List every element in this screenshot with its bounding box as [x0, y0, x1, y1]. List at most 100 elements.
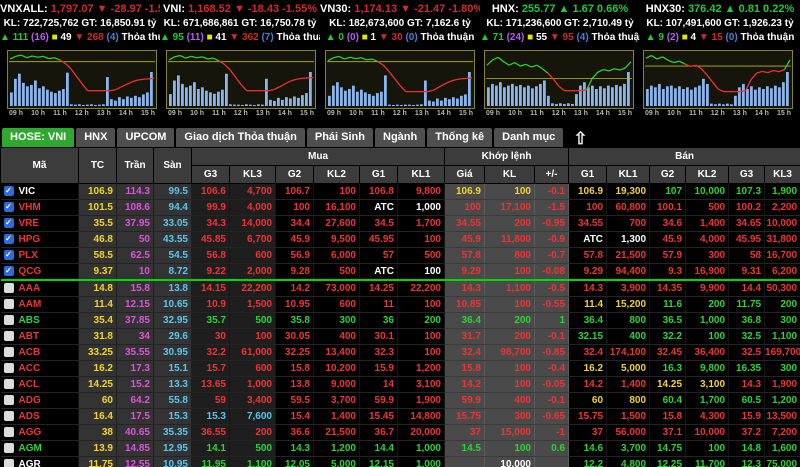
row-checkbox[interactable] — [3, 363, 14, 374]
table-row-ads[interactable]: ADS 16.4 17.5 15.3 15.3 7,600 15.4 1,400 15.45 14… — [0, 408, 800, 425]
match-change: -0.1 — [534, 392, 570, 409]
decliners-count: ▼ 30 — [378, 32, 406, 43]
row-checkbox[interactable]: ✓ — [3, 202, 14, 213]
row-checkbox[interactable] — [3, 395, 14, 406]
buy-vol-3: 100 — [229, 328, 276, 345]
col-header-match-vol: KL — [484, 165, 535, 184]
ticker-label: AGG — [18, 426, 42, 438]
sell-vol-1: 1,400 — [606, 376, 651, 393]
table-row-acl[interactable]: ACL 14.25 15.2 13.3 13.65 1,000 13.8 9,000 14 3,1… — [0, 376, 800, 393]
row-checkbox[interactable] — [3, 347, 14, 358]
table-row-hpg[interactable]: ✓ HPG 46.8 50 43.55 45.85 6,700 45.9 9,500 45.95 1… — [0, 231, 800, 248]
table-row-vhm[interactable]: ✓ VHM 101.5 108.6 94.4 99.9 4,000 100 16,100 ATC 1… — [0, 199, 800, 216]
index-breadth-line: ▲ 111 (16) ■ 49 ▼ 268 (4) Thỏa thuận — [0, 31, 160, 45]
row-checkbox[interactable] — [3, 459, 14, 467]
sell-vol-1: 400 — [606, 328, 651, 345]
row-checkbox[interactable]: ✓ — [3, 234, 14, 245]
buy-vol-1: 1,700 — [397, 215, 445, 232]
tab-upcom[interactable]: UPCOM — [117, 128, 175, 147]
row-checkbox[interactable] — [3, 331, 14, 342]
row-checkbox[interactable] — [3, 443, 14, 454]
buy-vol-3: 500 — [229, 312, 276, 329]
tab-danh-m-c[interactable]: Danh mục — [494, 128, 564, 147]
tab-hnx[interactable]: HNX — [76, 128, 116, 147]
buy-vol-2: 16,100 — [313, 199, 360, 216]
table-row-aaa[interactable]: AAA 14.8 15.8 13.8 14.15 22,200 14.2 73,000 14.2… — [0, 279, 800, 297]
sell-vol-3: 31,800 — [764, 231, 800, 248]
buy-vol-1: 1,000 — [397, 440, 445, 457]
match-change: -0.1 — [534, 183, 570, 200]
tab-hose-vni[interactable]: HOSE: VNI — [2, 128, 75, 147]
tab-giao-d-ch-th-a-thu-n[interactable]: Giao dịch Thỏa thuận — [176, 128, 305, 147]
sell-price-1: 9.29 — [568, 263, 608, 281]
ceiling-price-cell: 64.2 — [116, 392, 154, 409]
index-name: VNXALL: — [0, 3, 51, 15]
row-checkbox[interactable] — [3, 299, 14, 310]
tab-ng-nh[interactable]: Ngành — [375, 128, 426, 147]
tab-th-ng-k[interactable]: Thống kê — [427, 128, 493, 147]
sell-vol-2: 36,400 — [685, 344, 730, 361]
table-row-vic[interactable]: ✓ VIC 106.9 114.3 99.5 106.6 4,700 106.7 100 106.… — [0, 183, 800, 200]
buy-price-2: 30.05 — [275, 328, 314, 345]
match-price: 9.29 — [444, 263, 485, 281]
table-row-vre[interactable]: ✓ VRE 35.5 37.95 33.05 34.3 14,000 34.4 27,600 34… — [0, 215, 800, 232]
row-checkbox[interactable] — [3, 315, 14, 326]
sell-price-3: 100.2 — [728, 199, 766, 216]
floor-price-cell: 54.5 — [153, 247, 192, 264]
sell-price-3: 58 — [728, 247, 766, 264]
col-header-sell-kl1: KL1 — [606, 165, 651, 184]
reference-price-cell: 31.8 — [78, 328, 117, 345]
match-vol: 200 — [484, 328, 535, 345]
index-volume-line: KL: 182,673,600 GT: 7,162.6 tỷ — [329, 18, 471, 29]
table-row-plx[interactable]: ✓ PLX 58.5 62.5 54.5 56.8 600 56.9 6,000 57 500 57.… — [0, 247, 800, 264]
sell-vol-2: 200 — [685, 296, 730, 313]
row-checkbox[interactable] — [3, 283, 14, 294]
ticker-label: VRE — [18, 217, 40, 229]
row-checkbox[interactable] — [3, 379, 14, 390]
sell-vol-2: 3,100 — [685, 376, 730, 393]
index-change: -21.47 -1.80% — [414, 3, 480, 15]
table-row-acc[interactable]: ACC 16.2 17.3 15.1 15.7 600 15.8 10,200 15.9 1,20… — [0, 360, 800, 377]
tab-ph-i-sinh[interactable]: Phái Sinh — [306, 128, 373, 147]
table-row-aam[interactable]: AAM 11.4 12.15 10.65 10.9 1,500 10.95 600 11 100 1… — [0, 296, 800, 313]
index-value: 376.42 — [687, 3, 725, 15]
time-axis-tick: 15 h — [776, 110, 791, 117]
col-header-ceiling: Trần — [116, 147, 154, 184]
ceiling-count: (0) — [346, 32, 362, 43]
table-row-agm[interactable]: AGM 13.9 14.85 12.95 14.1 500 14.3 1,200 14.4 1,0… — [0, 440, 800, 457]
buy-vol-3: 600 — [229, 247, 276, 264]
table-row-agg[interactable]: AGG 38 40.65 35.35 36.55 200 36.6 21,500 36.7 20,… — [0, 424, 800, 441]
buy-price-3: 45.85 — [191, 231, 230, 248]
ticker-cell: AGM — [0, 440, 79, 457]
time-axis-tick: 13 h — [96, 110, 111, 117]
row-checkbox[interactable]: ✓ — [3, 266, 14, 277]
advancers-count: ▲ 71 — [480, 32, 507, 43]
down-arrow-icon: ▼ — [96, 3, 111, 15]
col-header-sell-g2: G2 — [649, 165, 687, 184]
row-checkbox[interactable] — [3, 411, 14, 422]
table-row-qcg[interactable]: ✓ QCG 9.37 10 8.72 9.22 2,000 9.28 500 ATC 100 9.29… — [0, 263, 800, 281]
sell-price-2: 60.4 — [649, 392, 687, 409]
match-vol: 11,800 — [484, 231, 535, 248]
collapse-header-icon[interactable]: ⇧ — [573, 129, 588, 148]
table-row-adg[interactable]: ADG 60 64.2 55.8 59 3,400 59.5 3,700 59.9 1,900 59… — [0, 392, 800, 409]
match-change: -0.95 — [534, 215, 570, 232]
index-change: -28.97 -1.59% — [110, 3, 160, 15]
table-row-abt[interactable]: ABT 31.8 34 29.6 30 100 30.05 400 30.1 100 31.7 200… — [0, 328, 800, 345]
row-checkbox[interactable]: ✓ — [3, 250, 14, 261]
table-row-acb[interactable]: ACB 33.25 35.55 30.95 32.2 61,000 32.25 13,400 3… — [0, 344, 800, 361]
time-axis-tick: 12 h — [710, 110, 725, 117]
match-change: -0.1 — [534, 328, 570, 345]
match-change: -0.08 — [534, 263, 570, 281]
sell-vol-2: 500 — [685, 199, 730, 216]
row-checkbox[interactable]: ✓ — [3, 218, 14, 229]
buy-price-2: 32.25 — [275, 344, 314, 361]
sell-vol-3: 1,900 — [764, 376, 800, 393]
buy-vol-2: 6,000 — [313, 247, 360, 264]
table-row-agr[interactable]: AGR 11.75 12.55 10.95 11.95 1,100 12.05 5,000 12… — [0, 456, 800, 467]
col-header-buy-kl1: KL1 — [397, 165, 445, 184]
sell-price-1: 14.6 — [568, 440, 608, 457]
row-checkbox[interactable]: ✓ — [3, 186, 14, 197]
row-checkbox[interactable] — [3, 427, 14, 438]
table-row-abs[interactable]: ABS 35.4 37.85 32.95 35.7 500 35.8 300 36 200 36.4… — [0, 312, 800, 329]
